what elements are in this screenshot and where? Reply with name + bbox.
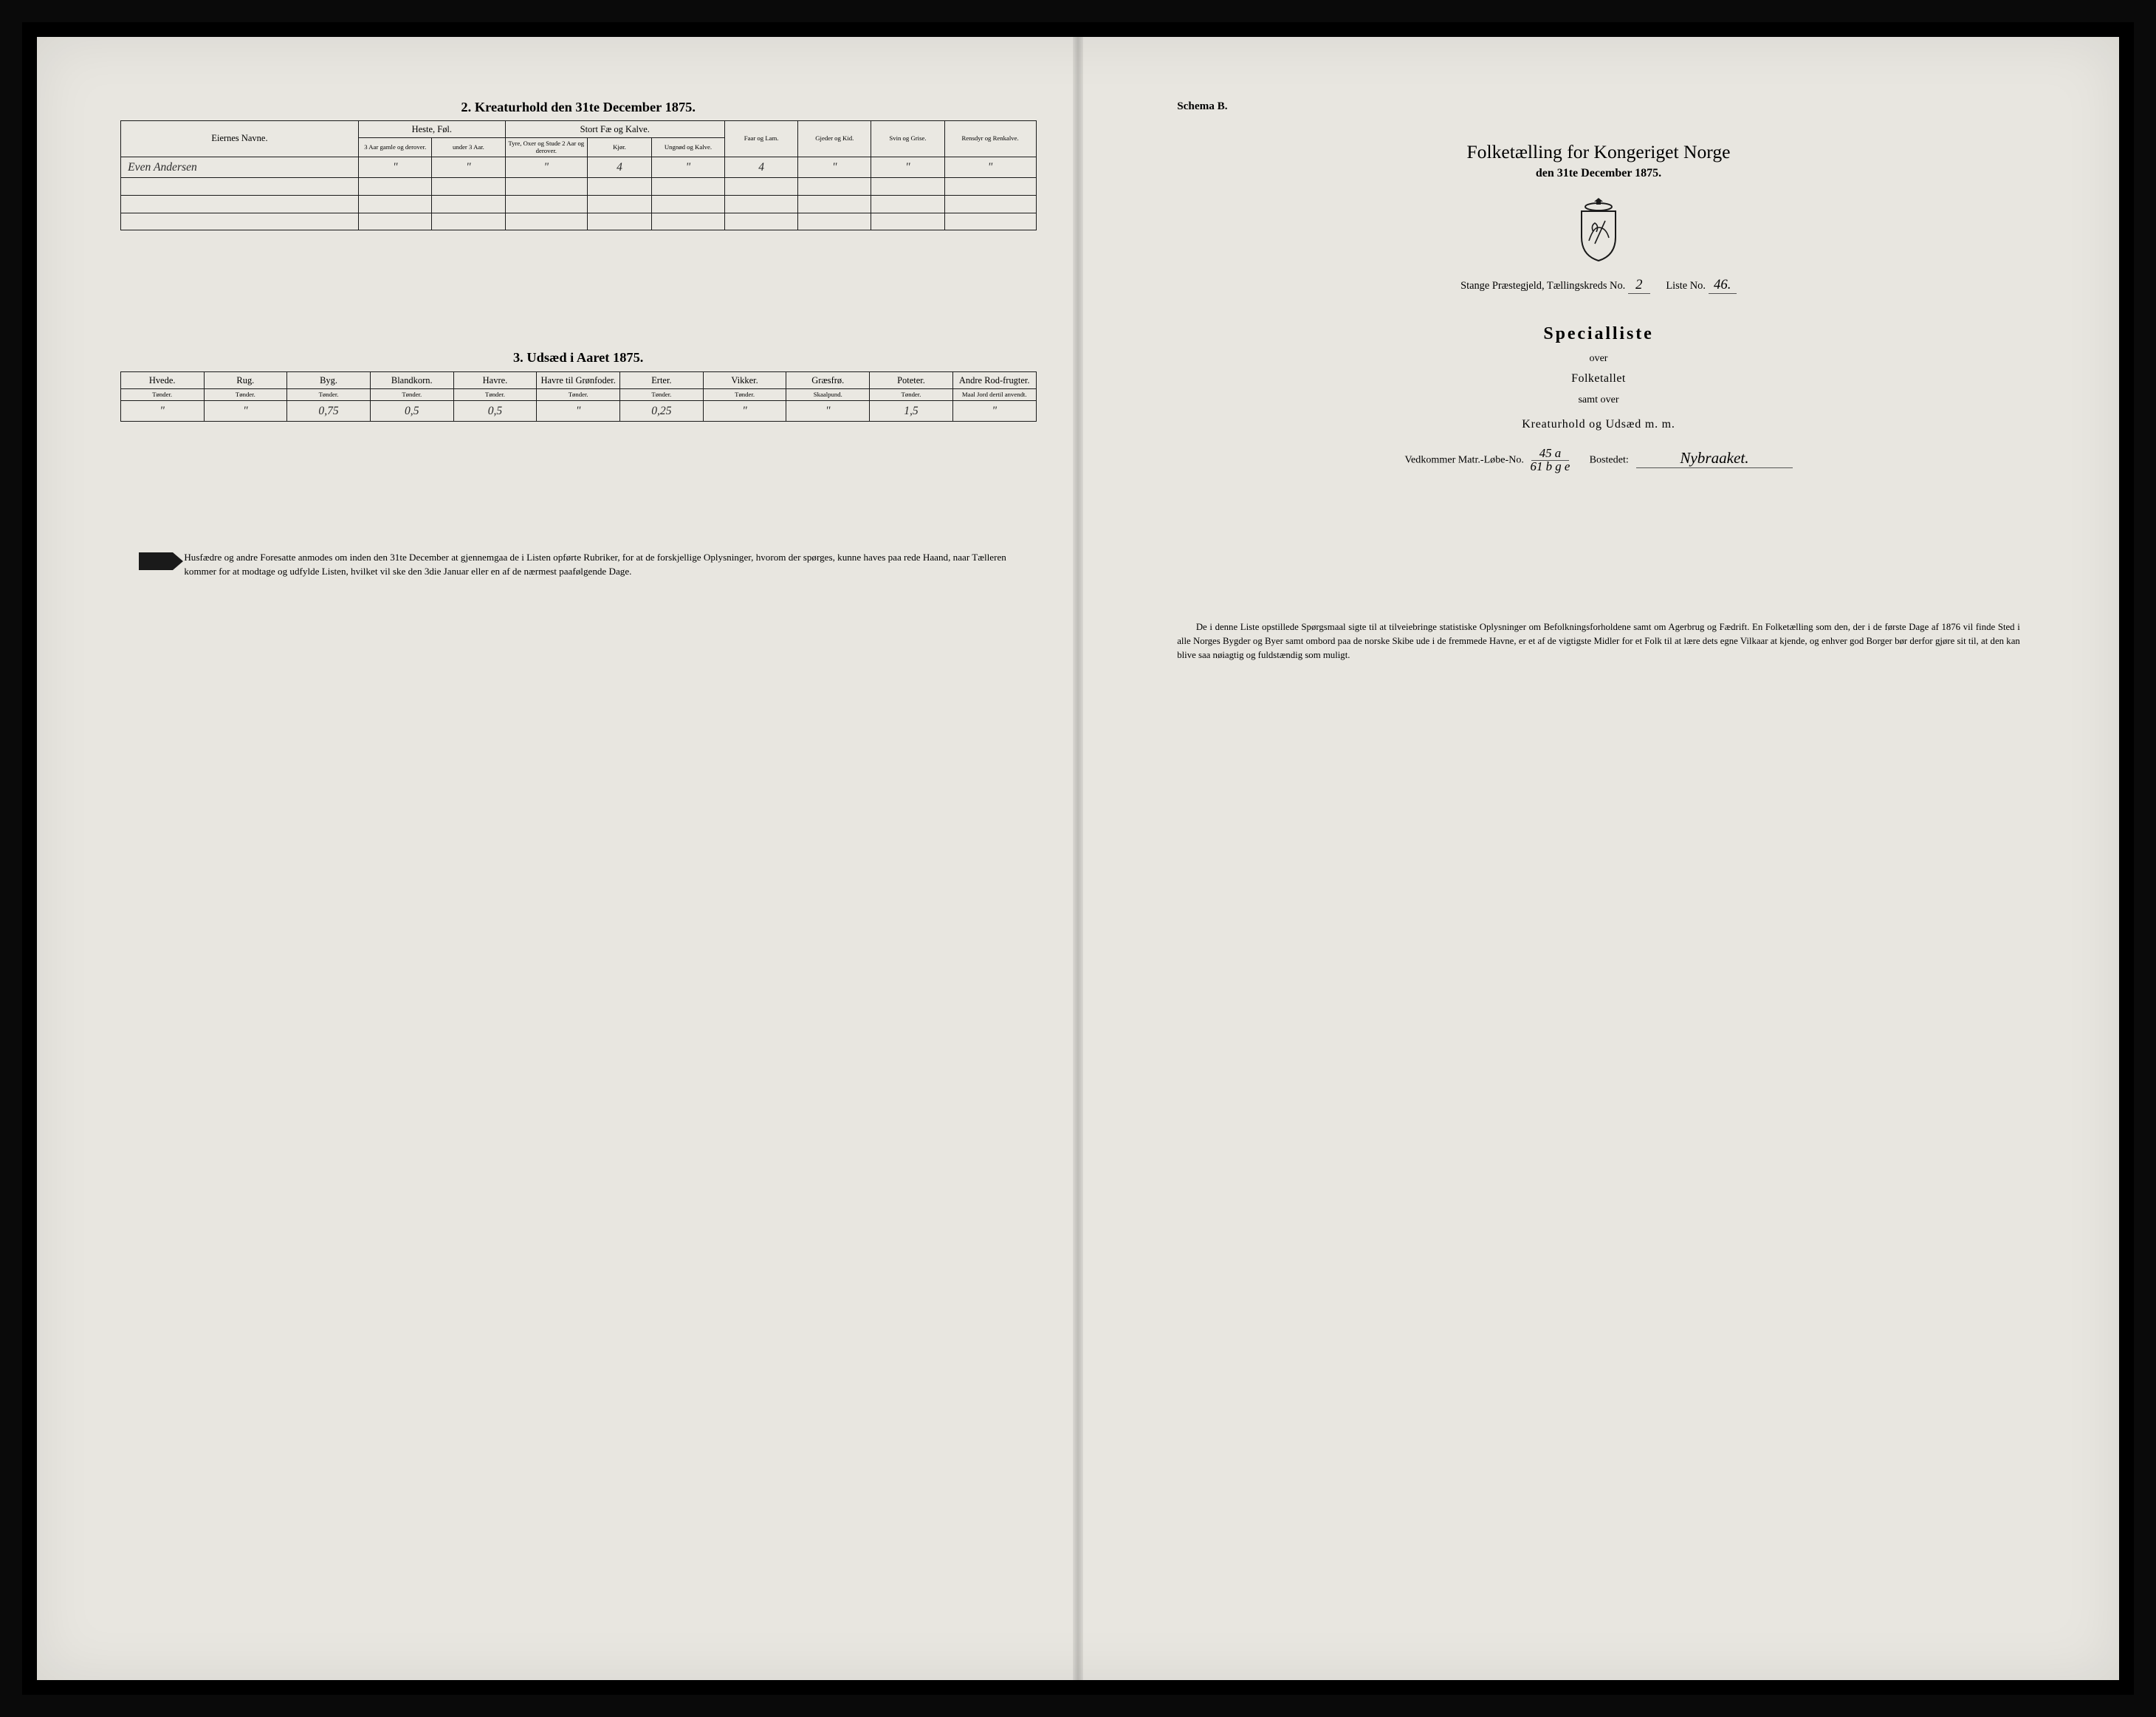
meta-prefix: Stange Præstegjeld, Tællingskreds No. [1460, 280, 1625, 292]
col-header: Hvede. [120, 371, 204, 388]
col-header: Poteter. [870, 371, 953, 388]
col-subheader: Tønder. [620, 389, 704, 401]
cell: " [432, 157, 505, 177]
table-subheader-row: Tønder.Tønder.Tønder.Tønder.Tønder.Tønde… [120, 389, 1036, 401]
cell: " [651, 157, 724, 177]
samt-over-text: samt over [1141, 394, 2057, 406]
col-subheader: Tønder. [120, 389, 204, 401]
col-subheader: Tønder. [204, 389, 287, 401]
over-text: over [1141, 352, 2057, 365]
kreds-number: 2 [1628, 277, 1650, 294]
cell: " [703, 401, 786, 422]
schema-label: Schema B. [1177, 100, 2056, 113]
col-header: Andre Rod-frugter. [952, 371, 1036, 388]
cell: " [786, 401, 870, 422]
cell: 4 [725, 157, 798, 177]
table-row [120, 195, 1036, 213]
cell: " [204, 401, 287, 422]
col-subheader: Tønder. [870, 389, 953, 401]
sub-h2: under 3 Aar. [432, 138, 505, 157]
section2-title: 2. Kreaturhold den 31te December 1875. [120, 100, 1037, 115]
sub-h1: 3 Aar gamle og derover. [359, 138, 432, 157]
coat-of-arms-icon [1573, 196, 1624, 263]
cell: " [944, 157, 1036, 177]
col-subheader: Skaalpund. [786, 389, 870, 401]
col-header: Blandkorn. [370, 371, 453, 388]
left-notice: Husfædre og andre Foresatte anmodes om i… [120, 550, 1037, 578]
col-header: Rug. [204, 371, 287, 388]
cell: 1,5 [870, 401, 953, 422]
col-owner: Eiernes Navne. [120, 120, 358, 157]
kreatur-text: Kreaturhold og Udsæd m. m. [1141, 418, 2057, 431]
col-subheader: Tønder. [287, 389, 371, 401]
cell: " [798, 157, 871, 177]
main-title: Folketælling for Kongeriget Norge [1141, 141, 2057, 163]
col-header: Byg. [287, 371, 371, 388]
sub-f2: Kjør. [588, 138, 652, 157]
cell: " [871, 157, 944, 177]
table-header-row: Hvede.Rug.Byg.Blandkorn.Havre.Havre til … [120, 371, 1036, 388]
right-page: Schema B. Folketælling for Kongeriget No… [1099, 37, 2119, 1680]
col-fae: Stort Fæ og Kalve. [505, 120, 725, 137]
owner-name: Even Andersen [120, 157, 358, 177]
page-fold [1073, 37, 1083, 1680]
liste-number: 46. [1709, 277, 1737, 294]
matr-line: Vedkommer Matr.-Løbe-No. 45 a 61 b g e B… [1141, 448, 2057, 473]
col-header: Vikker. [703, 371, 786, 388]
col-subheader: Tønder. [703, 389, 786, 401]
liste-label: Liste No. [1666, 280, 1706, 292]
cell: 0,5 [453, 401, 537, 422]
col-gjeder: Gjeder og Kid. [798, 120, 871, 157]
bosted-value: Nybraaket. [1636, 449, 1792, 468]
left-page: 2. Kreaturhold den 31te December 1875. E… [37, 37, 1099, 1680]
cell: " [359, 157, 432, 177]
kreaturhold-table: Eiernes Navne. Heste, Føl. Stort Fæ og K… [120, 120, 1037, 230]
cell: " [537, 401, 620, 422]
cell: 4 [588, 157, 652, 177]
cell: " [120, 401, 204, 422]
bosted-label: Bostedet: [1590, 454, 1629, 466]
section3-title: 3. Udsæd i Aaret 1875. [120, 350, 1037, 366]
col-ren: Rensdyr og Renkalve. [944, 120, 1036, 157]
matr-label: Vedkommer Matr.-Løbe-No. [1404, 454, 1523, 466]
sub-f3: Ungnød og Kalve. [651, 138, 724, 157]
table-row [120, 178, 1036, 196]
col-subheader: Tønder. [537, 389, 620, 401]
cell: 0,75 [287, 401, 371, 422]
col-header: Erter. [620, 371, 704, 388]
main-subtitle: den 31te December 1875. [1141, 167, 2057, 180]
col-header: Havre til Grønfoder. [537, 371, 620, 388]
sub-f1: Tyre, Oxer og Stude 2 Aar og derover. [505, 138, 588, 157]
matr-bot: 61 b g e [1526, 461, 1573, 473]
col-faar: Faar og Lam. [725, 120, 798, 157]
table-row [120, 213, 1036, 230]
table-row: Even Andersen " " " 4 " 4 " " " [120, 157, 1036, 177]
folketallet-text: Folketallet [1141, 372, 2057, 385]
udsaed-table: Hvede.Rug.Byg.Blandkorn.Havre.Havre til … [120, 371, 1037, 422]
col-svin: Svin og Grise. [871, 120, 944, 157]
document-spread: 2. Kreaturhold den 31te December 1875. E… [37, 37, 2119, 1680]
cell: 0,25 [620, 401, 704, 422]
cell: " [505, 157, 588, 177]
scan-frame: 2. Kreaturhold den 31te December 1875. E… [22, 22, 2134, 1695]
col-heste: Heste, Føl. [359, 120, 505, 137]
col-subheader: Tønder. [370, 389, 453, 401]
right-notice: De i denne Liste opstillede Spørgsmaal s… [1141, 620, 2057, 663]
col-header: Græsfrø. [786, 371, 870, 388]
meta-line: Stange Præstegjeld, Tællingskreds No. 2 … [1141, 277, 2057, 294]
col-subheader: Maal Jord dertil anvendt. [952, 389, 1036, 401]
col-subheader: Tønder. [453, 389, 537, 401]
table-row: ""0,750,50,5"0,25""1,5" [120, 401, 1036, 422]
notice-text: Husfædre og andre Foresatte anmodes om i… [184, 550, 1017, 578]
specialliste-heading: Specialliste [1141, 324, 2057, 344]
cell: 0,5 [370, 401, 453, 422]
cell: " [952, 401, 1036, 422]
pointing-hand-icon [139, 552, 173, 570]
col-header: Havre. [453, 371, 537, 388]
